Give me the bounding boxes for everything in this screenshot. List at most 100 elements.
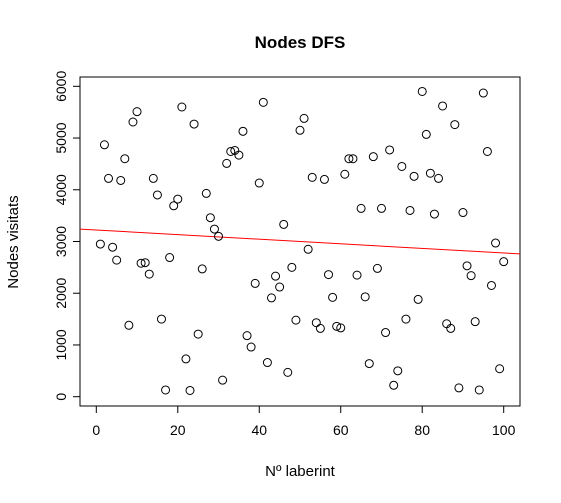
data-point [401,314,411,324]
data-point [495,364,505,374]
y-axis-label: Nodes visitats [5,195,22,288]
y-tick-label: 4000 [53,174,69,205]
data-point [389,380,399,390]
x-axis: 0 20 40 60 80 100 [92,405,516,438]
data-point [397,161,407,171]
data-point [136,258,146,268]
data-point [254,178,264,188]
trend-line [79,228,521,255]
data-point [486,280,496,290]
data-point [144,269,154,279]
data-point [340,169,350,179]
y-tick-label: 2000 [53,277,69,308]
chart-title: Nodes DFS [255,33,346,52]
data-point [275,282,285,292]
data-point [319,174,329,184]
data-point [393,366,403,376]
data-point [258,97,268,107]
data-point [95,239,105,249]
data-point [478,88,488,98]
x-tick-label: 0 [92,422,100,438]
data-point [438,101,448,111]
data-point [385,145,395,155]
data-point [266,293,276,303]
data-point [413,294,423,304]
data-point [482,146,492,156]
y-tick-label: 1000 [53,329,69,360]
data-point [458,208,468,218]
data-point [434,173,444,183]
data-point [299,113,309,123]
data-point [470,317,480,327]
data-point [356,203,366,213]
data-point [336,323,346,333]
data-point [364,359,374,369]
data-point [140,258,150,268]
data-point [250,278,260,288]
x-tick-label: 40 [251,422,267,438]
data-point [446,323,456,333]
trend-line-group [79,228,521,255]
y-tick-label: 0 [53,393,69,401]
data-point [124,320,134,330]
data-point [450,120,460,130]
data-point [242,331,252,341]
data-point [128,117,138,127]
data-point [181,354,191,364]
data-point [165,253,175,263]
y-tick-label: 3000 [53,226,69,257]
data-point [214,231,224,241]
y-tick-label: 6000 [53,71,69,102]
x-tick-label: 80 [414,422,430,438]
y-axis: 0 1000 2000 3000 4000 5000 6000 [53,71,81,401]
data-point [238,126,248,136]
data-point [368,152,378,162]
data-point [108,242,118,252]
data-point [429,209,439,219]
data-point [462,261,472,271]
data-point [104,173,114,183]
data-point [222,158,232,168]
data-point [287,262,297,272]
x-tick-label: 60 [333,422,349,438]
data-point [295,125,305,135]
data-point [226,146,236,156]
data-point [328,292,338,302]
x-tick-label: 100 [492,422,516,438]
data-point [491,238,501,248]
data-point [112,255,122,265]
data-point [189,119,199,129]
data-point [324,270,334,280]
data-point [148,173,158,183]
data-point [499,257,509,267]
data-point [161,385,171,395]
data-point [344,154,354,164]
data-point [307,172,317,182]
data-point [376,203,386,213]
data-point [132,107,142,117]
data-point [303,244,313,254]
data-point [421,129,431,139]
data-point [332,321,342,331]
data-point [372,263,382,273]
data-point [352,270,362,280]
data-point [271,271,281,281]
data-point [405,205,415,215]
data-point [381,328,391,338]
data-point [425,168,435,178]
x-axis-label: Nº laberint [265,463,336,480]
data-point [152,190,162,200]
data-point [120,154,130,164]
data-point [197,264,207,274]
y-tick-label: 5000 [53,122,69,153]
data-point [169,201,179,211]
data-point [283,367,293,377]
data-point [156,314,166,324]
data-point [311,318,321,328]
data-point [360,292,370,302]
data-points [95,86,509,395]
data-point [209,224,219,234]
data-point [116,175,126,185]
data-point [173,194,183,204]
